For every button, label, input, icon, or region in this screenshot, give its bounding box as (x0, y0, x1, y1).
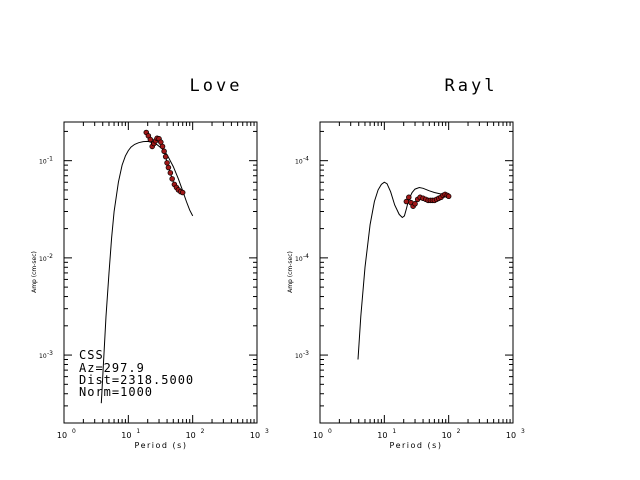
x-tick-label: 10 (442, 431, 452, 440)
y-tick-label: 10 (39, 256, 47, 263)
love-annotation-norm: Norm=1000 (79, 385, 153, 399)
love-observed-point (179, 189, 186, 196)
x-tick-label-exponent: 3 (265, 428, 269, 435)
y-tick-label-exponent: -4 (303, 156, 309, 163)
x-tick-label-exponent: 1 (136, 428, 140, 435)
rayl-model-curve (357, 181, 449, 360)
love-annotation-station: CSS (79, 348, 104, 362)
love-x-tick-labels: 10 0 10 1 10 2 10 3 (57, 428, 269, 440)
rayl-observed-point (406, 194, 412, 201)
love-observed-point (167, 170, 174, 176)
rayl-plot-frame (319, 121, 514, 424)
rayl-panel: Rayl 10 0 10 1 10 2 10 3 10 -310 -410 -4 Period (s… (287, 76, 525, 450)
rayl-observed-point (445, 193, 452, 200)
rayl-x-tick-labels: 10 0 10 1 10 2 10 3 (313, 428, 525, 440)
love-y-axis-label: Amp (cm-sec) (31, 251, 38, 293)
love-annotation-azimuth: Az=297.9 (79, 361, 145, 375)
y-tick-label: 10 (295, 159, 303, 166)
love-panel: Love 10 0 10 1 10 2 10 3 10-310-210-1 Period (s… (31, 76, 269, 450)
y-tick-label-exponent: -3 (47, 350, 53, 357)
rayl-y-axis-label: Amp (cm-sec) (287, 251, 294, 293)
x-tick-label-exponent: 0 (72, 428, 76, 435)
x-tick-label-exponent: 3 (521, 428, 525, 435)
love-y-tick-labels: 10-310-210-1 (39, 156, 53, 360)
love-observed-point (169, 176, 175, 182)
y-tick-label-exponent: -3 (303, 350, 309, 357)
y-tick-label: 10 (295, 256, 303, 263)
rayl-ticks (319, 122, 513, 424)
y-tick-label-exponent: -4 (303, 253, 309, 260)
love-ticks (63, 122, 257, 424)
love-series (100, 129, 194, 404)
x-tick-label-exponent: 0 (328, 428, 332, 435)
love-annotation-distance: Dist=2318.5000 (79, 373, 194, 387)
rayl-title: Rayl (445, 76, 498, 96)
x-tick-label: 10 (57, 431, 67, 440)
love-observed-point (165, 164, 172, 171)
y-tick-label: 10 (39, 353, 47, 360)
love-title: Love (190, 76, 243, 96)
x-tick-label: 10 (313, 431, 323, 440)
rayl-series (357, 181, 452, 360)
rayl-observed-point (412, 201, 418, 207)
x-tick-label: 10 (121, 431, 131, 440)
love-x-axis-label: Period (s) (135, 441, 188, 450)
love-observed-point (162, 153, 169, 160)
y-tick-label: 10 (295, 353, 303, 360)
x-tick-label-exponent: 1 (392, 428, 396, 435)
love-observed-point (161, 148, 167, 155)
x-tick-label: 10 (506, 431, 516, 440)
y-tick-label-exponent: -2 (47, 253, 53, 260)
love-model-curve (100, 140, 194, 404)
x-tick-label: 10 (377, 431, 387, 440)
rayl-x-axis-label: Period (s) (390, 441, 443, 450)
love-observed-point (164, 160, 170, 166)
y-tick-label-exponent: -1 (47, 156, 53, 163)
x-tick-label-exponent: 2 (201, 428, 205, 435)
y-tick-label: 10 (39, 159, 47, 166)
love-observed-point (159, 143, 166, 150)
x-tick-label: 10 (250, 431, 260, 440)
x-tick-label-exponent: 2 (457, 428, 461, 435)
rayl-y-tick-labels: 10 -310 -410 -4 (295, 156, 309, 360)
love-observed-point (147, 136, 154, 143)
x-tick-label: 10 (186, 431, 196, 440)
